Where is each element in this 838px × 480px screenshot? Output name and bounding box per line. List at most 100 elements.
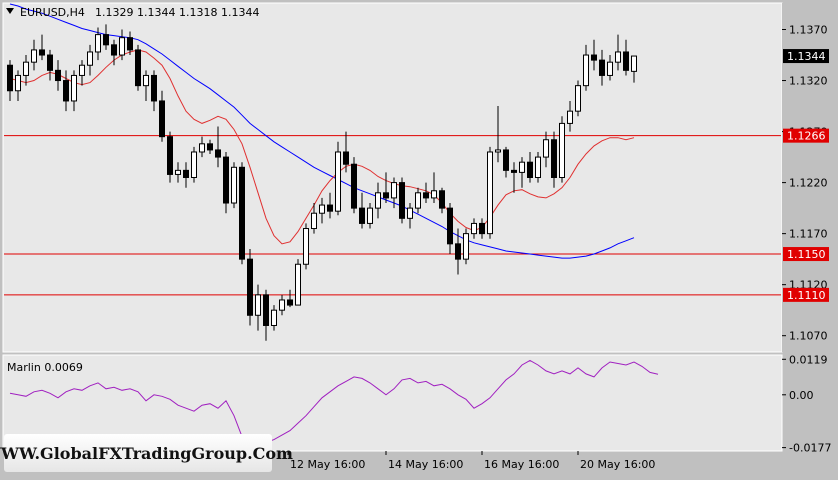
time-tick-label: 14 May 16:00 [388,458,463,471]
candle-body [319,204,325,214]
candle-body [39,49,45,56]
candle-body [143,74,149,87]
level-labels: 1.1266 1.1150 1.1110 1.1344 [783,49,829,302]
candles [7,24,637,341]
candle-body [287,299,293,306]
price-tick-label: 1.1220 [789,177,828,190]
candle-body [351,163,357,209]
price-tick-label: 1.1320 [789,75,828,88]
price-tick-label: 1.1170 [789,228,828,241]
candle-body [575,85,581,112]
indicator-tick-label: -0.0177 [789,442,831,455]
candle-body [23,61,29,76]
candle-body [599,59,605,76]
candle-body [47,54,53,71]
candle-body [55,69,61,82]
indicator-tick-label: 0.0119 [789,353,828,366]
candle-body [583,54,589,87]
level-label: 1.1110 [787,289,826,302]
candle-body [151,74,157,102]
time-axis: 12 May 16:00 14 May 16:00 16 May 16:00 20 M… [287,451,655,471]
candle-body [615,51,621,63]
level-label: 1.1150 [787,248,826,261]
current-price-label: 1.1344 [787,50,826,63]
watermark: WWW.GlobalFXTradingGroup.Com [0,434,293,472]
candle-body [231,166,237,204]
candle-body [239,166,245,260]
candle-body [359,207,365,224]
candle-body [71,74,77,102]
candle-body [607,61,613,76]
candle-body [111,44,117,56]
candle-body [527,161,533,179]
candle-body [463,233,469,260]
time-tick-label: 16 May 16:00 [484,458,559,471]
moving-average-line [9,3,635,259]
candle-body [87,51,93,66]
indicator-label: Marlin 0.0069 [7,361,83,374]
candle-body [303,228,309,265]
candle-body [335,151,341,212]
collapse-arrow-icon[interactable] [6,8,14,14]
candle-body [415,192,421,209]
horizontal-levels [4,135,781,296]
ohlc-readout: 1.1329 1.1344 1.1318 1.1344 [95,6,259,19]
candle-body [79,64,85,76]
candle-body [175,169,181,175]
candle-body [447,207,453,245]
candle-body [207,143,213,151]
candle-body [471,222,477,235]
level-label-box [783,287,829,302]
candle-body [535,156,541,179]
candle-body [503,149,509,171]
level-label: 1.1266 [787,130,826,143]
candle-body [519,161,525,173]
candle-body [623,51,629,71]
candle-body [127,37,133,51]
candle-body [431,190,437,199]
candle-body [551,139,557,178]
candle-body [511,169,517,173]
candle-body [367,207,373,224]
candle-body [215,149,221,158]
time-tick-label: 20 May 16:00 [580,458,655,471]
marlin-line [9,359,659,448]
candle-body [567,110,573,124]
candle-body [487,151,493,235]
candle-body [271,309,277,326]
candle-body [191,151,197,178]
candle-body [423,192,429,199]
candle-body [255,294,261,316]
candle-body [263,294,269,326]
candle-body [407,207,413,219]
candle-body [383,192,389,199]
main-plot-area [2,2,783,353]
candle-body [135,49,141,87]
candle-body [479,222,485,235]
candle-body [279,299,285,311]
candle-body [223,156,229,204]
time-tick-label: 12 May 16:00 [290,458,365,471]
candle-body [103,34,109,46]
candle-body [199,143,205,153]
candle-body [95,34,101,53]
candle-body [247,258,253,316]
candle-body [455,243,461,260]
candle-body [631,55,637,72]
candle-body [31,49,37,63]
candle-body [439,190,445,209]
candle-body [311,212,317,230]
candle-body [343,151,349,165]
candle-body [295,263,301,306]
candle-body [63,80,69,102]
candle-body [591,54,597,61]
candle-body [159,100,165,138]
candle-body [375,192,381,209]
candle-body [399,182,405,219]
marlin-indicator: 0.0119 0.00 -0.0177 [9,353,831,455]
candle-body [183,169,189,178]
candle-body [495,149,501,153]
candle-body [391,182,397,199]
